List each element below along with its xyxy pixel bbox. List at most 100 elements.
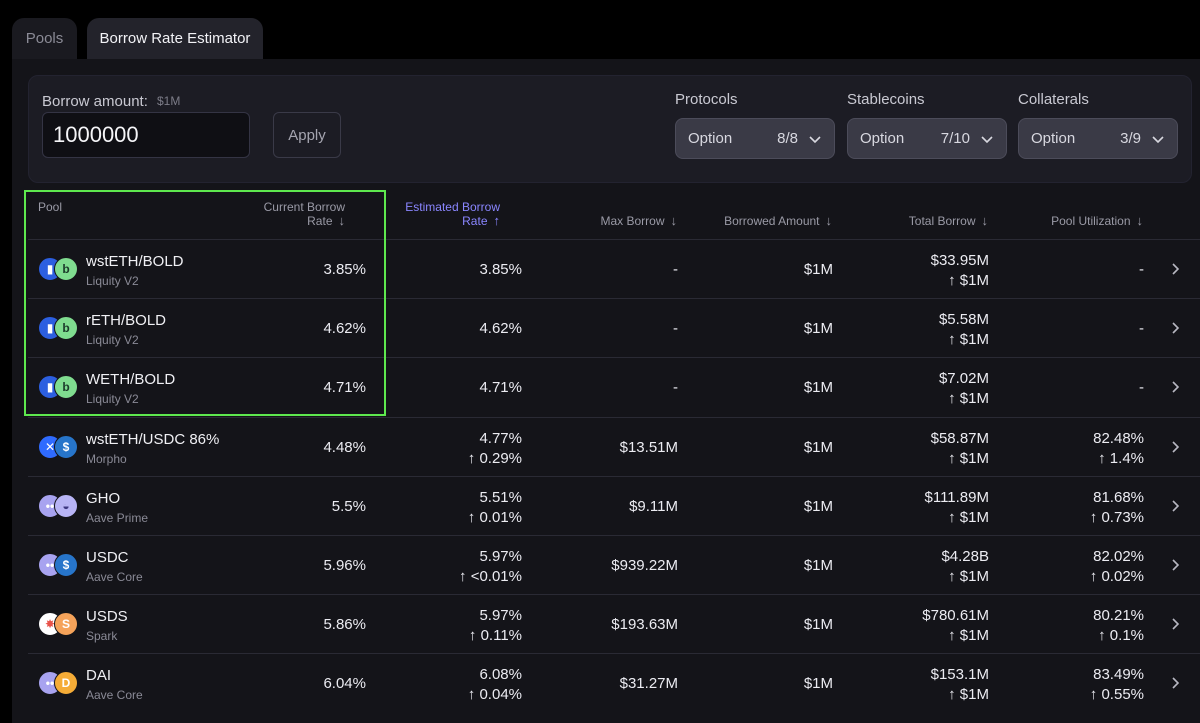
- pool-name: wstETH/USDC 86%: [86, 430, 220, 448]
- total-borrow: $4.28B: [941, 548, 989, 565]
- borrowed-amount: $1M: [803, 438, 833, 456]
- chevron-right-icon[interactable]: [1170, 321, 1180, 335]
- table-row[interactable]: •• $ USDC Aave Core 5.96% 5.97% ↑ <0.01%…: [28, 535, 1200, 594]
- table-row[interactable]: ▮ b rETH/BOLD Liquity V2 4.62% 4.62% - $…: [28, 298, 1200, 357]
- pool-protocol: Morpho: [86, 451, 127, 466]
- borrowed-amount: $1M: [803, 379, 833, 397]
- estimated-rate-delta: ↑ 0.04%: [467, 686, 522, 704]
- total-borrow-delta: ↑ $1M: [948, 568, 989, 585]
- header-pool-utilization[interactable]: Pool Utilization ↓: [1020, 213, 1144, 229]
- pool-utilization-delta: ↑ 0.55%: [1089, 686, 1144, 704]
- tab-pools[interactable]: Pools: [12, 18, 77, 59]
- pool-icons: •• ◒: [38, 493, 80, 520]
- chevron-right-icon[interactable]: [1170, 262, 1180, 276]
- estimated-borrow-rate: 5.51%: [479, 488, 522, 506]
- table-row[interactable]: ✸ S USDS Spark 5.86% 5.97% ↑ 0.11% $193.…: [28, 594, 1200, 653]
- protocols-dropdown[interactable]: Option 8/8: [675, 118, 835, 159]
- total-borrow-delta: ↑ $1M: [948, 390, 989, 408]
- pool-name: rETH/BOLD: [86, 312, 167, 330]
- max-borrow: $31.27M: [619, 675, 678, 693]
- max-borrow: -: [673, 261, 678, 278]
- current-borrow-rate: 5.96%: [323, 557, 366, 574]
- chevron-down-icon: [809, 135, 821, 143]
- estimated-borrow-rate: 4.62%: [479, 320, 522, 338]
- pool-name: DAI: [86, 667, 112, 685]
- protocols-count: 8/8: [777, 130, 798, 147]
- total-borrow: $5.58M: [938, 311, 989, 329]
- pool-utilization: 83.49%: [1093, 666, 1144, 684]
- header-borrowed-amount[interactable]: Borrowed Amount ↓: [690, 214, 832, 229]
- estimated-borrow-rate: 4.77%: [479, 429, 522, 447]
- header-pool[interactable]: Pool: [38, 200, 63, 214]
- table-row[interactable]: ✕ $ wstETH/USDC 86% Morpho 4.48% 4.77% ↑…: [28, 416, 1200, 476]
- sort-arrow-down-icon: ↓: [670, 213, 678, 228]
- sort-arrow-down-icon: ↓: [1136, 213, 1144, 228]
- max-borrow: $193.63M: [611, 616, 678, 634]
- max-borrow: $9.11M: [629, 497, 678, 515]
- total-borrow-delta: ↑ $1M: [948, 272, 989, 289]
- total-borrow: $111.89M: [924, 488, 990, 506]
- header-total-borrow-label: Total Borrow: [908, 214, 976, 228]
- gho-icon: ◒: [54, 493, 78, 518]
- pool-icons: ▮ b: [38, 316, 80, 342]
- header-max-borrow[interactable]: Max Borrow ↓: [560, 213, 678, 229]
- header-current-line2: Rate: [307, 214, 333, 228]
- collaterals-option: Option: [1031, 130, 1076, 147]
- chevron-right-icon[interactable]: [1170, 558, 1180, 572]
- borrowed-amount: $1M: [803, 497, 833, 515]
- current-borrow-rate: 4.48%: [323, 438, 366, 456]
- chevron-right-icon[interactable]: [1170, 676, 1180, 690]
- stablecoins-count: 7/10: [940, 130, 970, 147]
- collaterals-count: 3/9: [1120, 130, 1141, 147]
- total-borrow: $780.61M: [922, 607, 989, 625]
- total-borrow-delta: ↑ $1M: [948, 686, 989, 704]
- header-estimated-borrow-rate[interactable]: Estimated Borrow Rate ↑: [380, 200, 500, 228]
- chevron-down-icon: [981, 135, 993, 143]
- chevron-right-icon[interactable]: [1170, 617, 1180, 631]
- protocols-label: Protocols: [675, 91, 738, 108]
- header-current-borrow-rate[interactable]: Current Borrow Rate ↓: [230, 200, 345, 228]
- pool-protocol: Spark: [86, 629, 118, 644]
- header-total-borrow[interactable]: Total Borrow ↓: [870, 214, 988, 229]
- total-borrow-delta: ↑ $1M: [948, 331, 989, 349]
- chevron-right-icon[interactable]: [1170, 440, 1180, 454]
- pool-utilization-delta: ↑ 0.02%: [1089, 568, 1144, 585]
- current-borrow-rate: 4.62%: [323, 320, 366, 338]
- chevron-right-icon[interactable]: [1170, 380, 1180, 394]
- pool-protocol: Liquity V2: [86, 392, 139, 407]
- pool-utilization: -: [1139, 320, 1144, 338]
- estimated-rate-delta: ↑ 0.11%: [468, 627, 522, 645]
- max-borrow: -: [673, 379, 678, 397]
- apply-button[interactable]: Apply: [273, 112, 341, 158]
- max-borrow: $13.51M: [619, 438, 678, 456]
- borrowed-amount: $1M: [803, 261, 833, 278]
- total-borrow: $153.1M: [930, 666, 989, 684]
- borrowed-amount: $1M: [803, 616, 833, 634]
- pool-icons: •• $: [38, 553, 80, 579]
- borrow-amount-input[interactable]: [42, 112, 250, 158]
- pool-icons: •• D: [38, 671, 80, 697]
- tab-borrow-rate-estimator[interactable]: Borrow Rate Estimator: [87, 18, 263, 59]
- table-row[interactable]: ▮ b WETH/BOLD Liquity V2 4.71% 4.71% - $…: [28, 357, 1200, 416]
- estimated-borrow-rate: 4.71%: [479, 379, 522, 397]
- estimated-borrow-rate: 6.08%: [479, 666, 522, 684]
- table-row[interactable]: •• D DAI Aave Core 6.04% 6.08% ↑ 0.04% $…: [28, 653, 1200, 712]
- current-borrow-rate: 5.5%: [331, 497, 366, 515]
- chevron-right-icon[interactable]: [1170, 499, 1180, 513]
- collaterals-label: Collaterals: [1018, 91, 1089, 108]
- usdc-icon: $: [54, 553, 78, 577]
- estimated-rate-delta: ↑ 0.29%: [467, 449, 522, 467]
- collaterals-dropdown[interactable]: Option 3/9: [1018, 118, 1178, 159]
- sort-arrow-up-icon: ↑: [493, 213, 501, 228]
- pool-icons: ✸ S: [38, 612, 80, 638]
- pool-name: USDC: [86, 549, 129, 566]
- stablecoins-dropdown[interactable]: Option 7/10: [847, 118, 1007, 159]
- current-borrow-rate: 5.86%: [323, 616, 366, 634]
- current-borrow-rate: 3.85%: [323, 261, 366, 278]
- total-borrow-delta: ↑ $1M: [948, 449, 989, 467]
- total-borrow: $7.02M: [938, 370, 989, 388]
- borrowed-amount: $1M: [803, 675, 833, 693]
- table-row[interactable]: ▮ b wstETH/BOLD Liquity V2 3.85% 3.85% -…: [28, 239, 1200, 298]
- table-row[interactable]: •• ◒ GHO Aave Prime 5.5% 5.51% ↑ 0.01% $…: [28, 475, 1200, 535]
- pool-utilization-delta: ↑ 0.73%: [1089, 508, 1144, 526]
